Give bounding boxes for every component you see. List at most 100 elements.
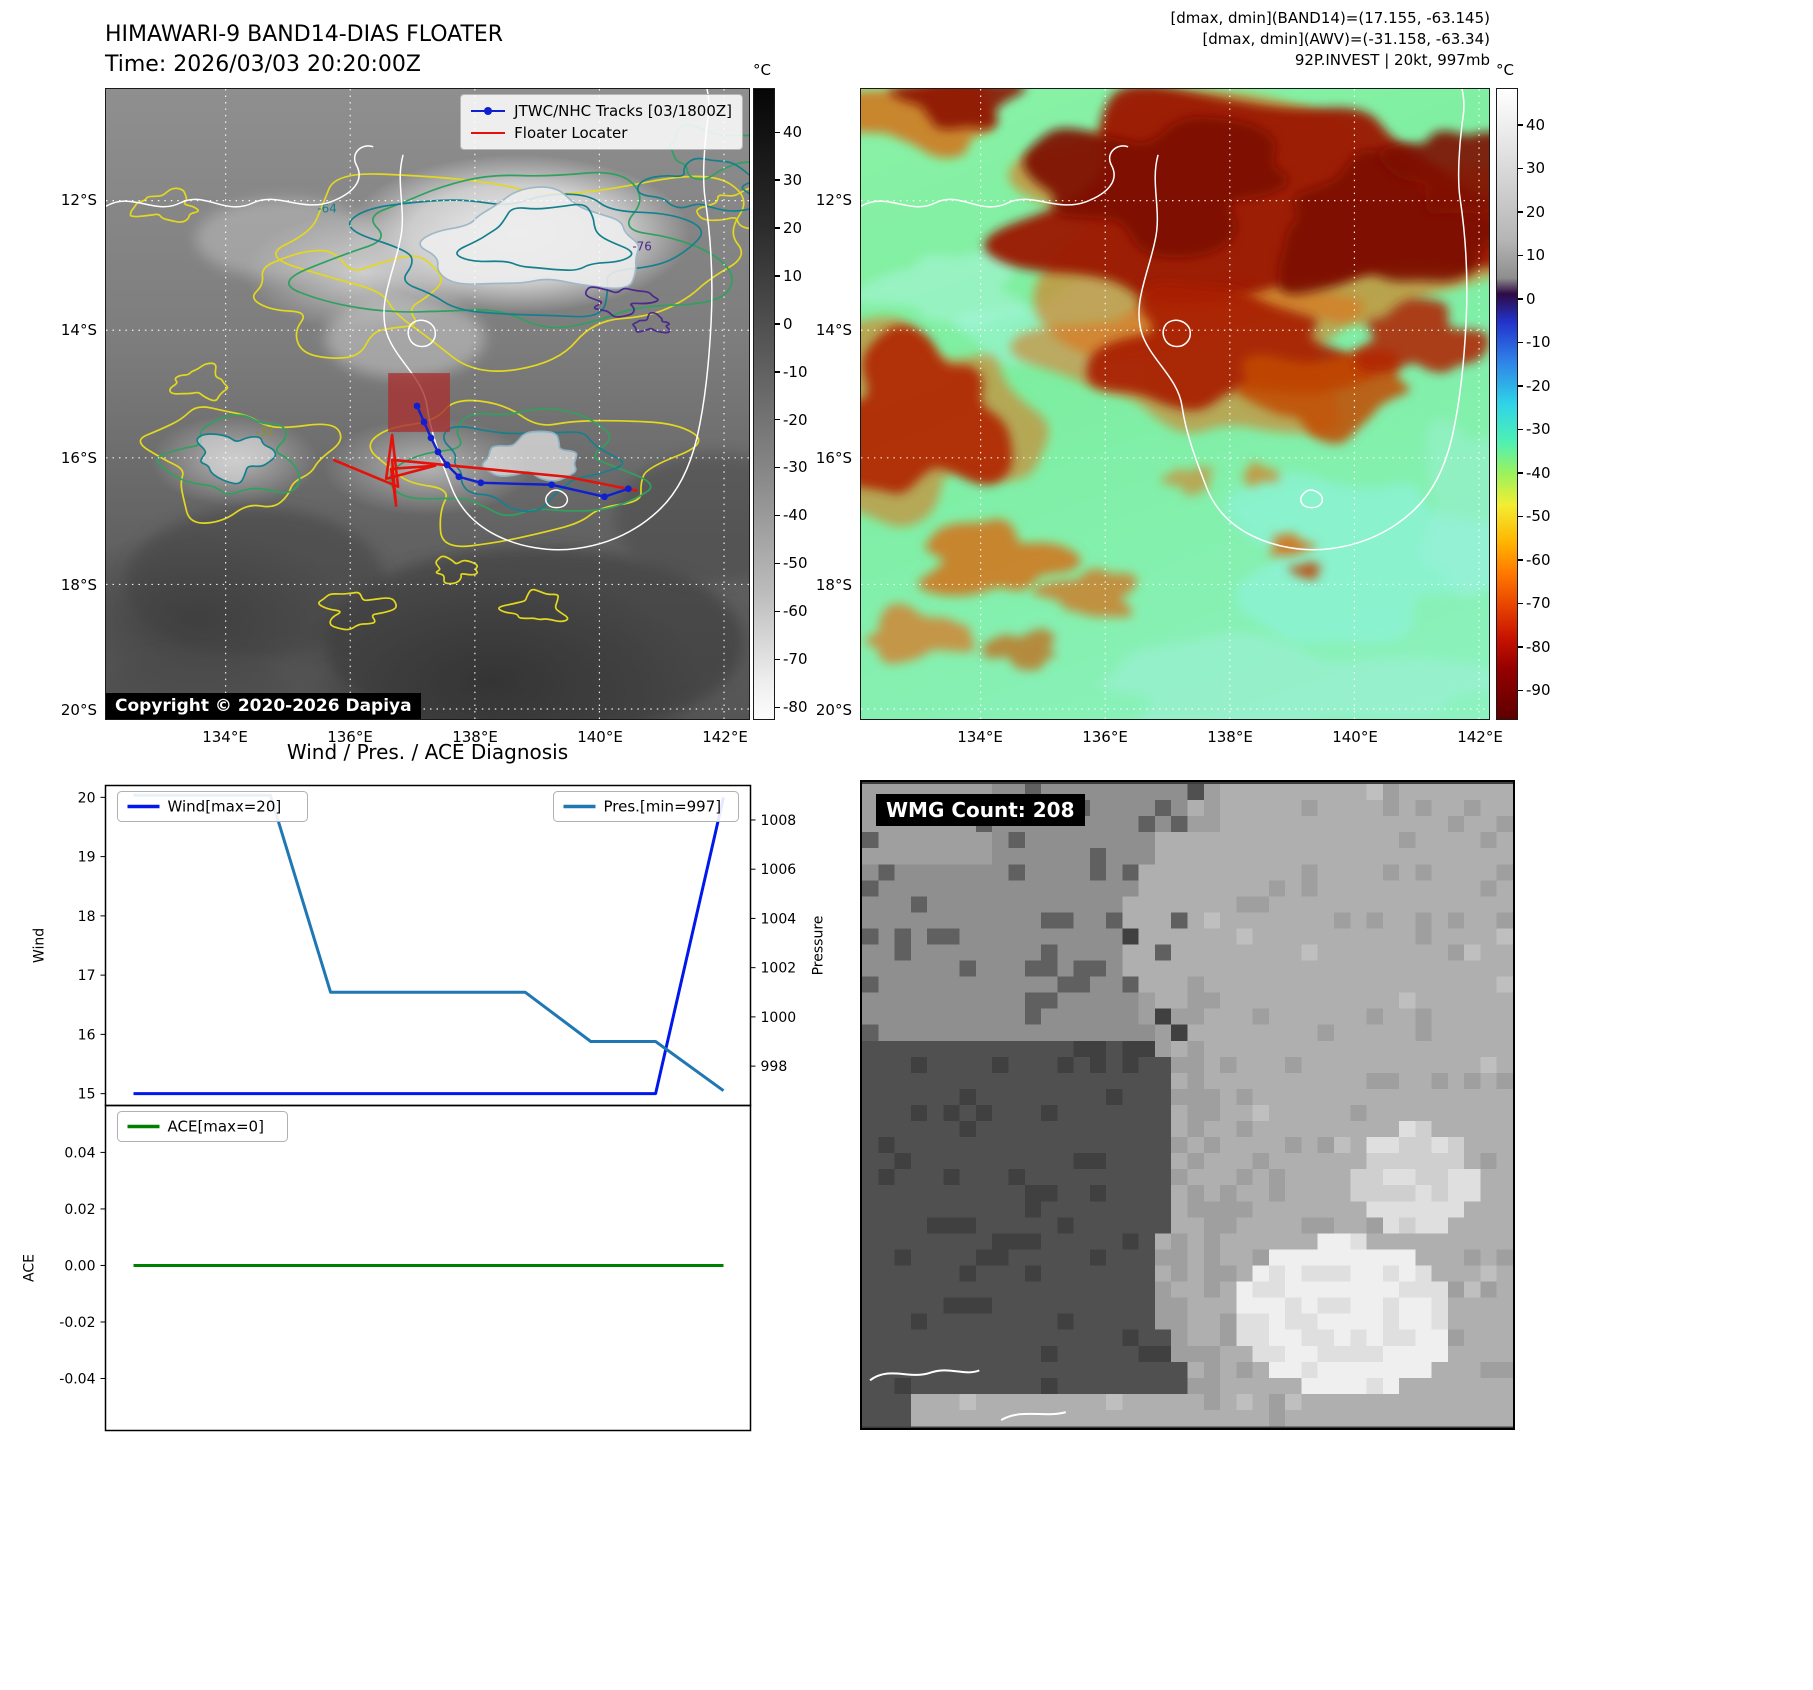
svg-text:998: 998 bbox=[761, 1059, 788, 1075]
tracks-legend-row: JTWC/NHC Tracks [03/1800Z] bbox=[471, 100, 732, 122]
tracks-legend: JTWC/NHC Tracks [03/1800Z] Floater Locat… bbox=[460, 94, 743, 150]
lon-tick-label: 136°E bbox=[1082, 728, 1128, 746]
colorbar-tick-mark bbox=[775, 179, 780, 181]
jtwc-track-point bbox=[455, 473, 463, 481]
colorbar-tick-mark bbox=[775, 658, 780, 661]
colorbar-unit-label: °C bbox=[1496, 61, 1514, 79]
colorbar-tick-label: -20 bbox=[1526, 376, 1551, 395]
colorbar-tick-label: 0 bbox=[783, 314, 793, 333]
colorbar-tick-mark bbox=[1518, 341, 1523, 344]
wmg-count-label: WMG Count: 208 bbox=[876, 794, 1085, 826]
colorbar-tick-mark bbox=[775, 706, 780, 708]
svg-text:0.00: 0.00 bbox=[64, 1258, 95, 1274]
jtwc-track-point bbox=[601, 493, 608, 501]
awv-colorbar bbox=[1496, 88, 1518, 720]
chart-legend-label: Wind[max=20] bbox=[168, 798, 282, 816]
lon-tick-label: 142°E bbox=[702, 728, 748, 746]
floater-target-box bbox=[388, 373, 450, 432]
colorbar-tick-label: -30 bbox=[783, 458, 808, 477]
colorbar-tick-label: -50 bbox=[783, 554, 808, 573]
chart-legend-label: ACE[max=0] bbox=[168, 1118, 264, 1136]
copyright-watermark: Copyright © 2020-2026 Dapiya bbox=[106, 693, 421, 719]
lat-tick-label: 18°S bbox=[815, 576, 852, 594]
colorbar-tick-label: -10 bbox=[783, 362, 808, 381]
colorbar-tick-label: -70 bbox=[783, 650, 808, 669]
colorbar-tick-mark bbox=[1518, 385, 1523, 387]
floater-track-line bbox=[332, 433, 638, 507]
latlon-grid bbox=[106, 89, 749, 719]
colorbar-tick-mark bbox=[775, 610, 780, 613]
svg-text:1004: 1004 bbox=[761, 911, 797, 927]
svg-text:16: 16 bbox=[78, 1027, 96, 1043]
lat-tick-label: 14°S bbox=[815, 321, 852, 339]
svg-text:1006: 1006 bbox=[761, 862, 797, 878]
contour-label: -76 bbox=[632, 239, 652, 253]
awv-enhanced-panel bbox=[860, 88, 1490, 720]
title-line1: HIMAWARI-9 BAND14-DIAS FLOATER bbox=[105, 22, 504, 47]
jtwc-track-point bbox=[548, 481, 555, 489]
wind-pressure-chart: 20 19 18 17 16 15 1008 1006 1004 1002 1000 998 Wind P… bbox=[32, 784, 827, 1107]
svg-text:0.04: 0.04 bbox=[64, 1145, 95, 1161]
colorbar-tick-mark bbox=[1518, 298, 1523, 300]
svg-text:1000: 1000 bbox=[761, 1010, 797, 1026]
lat-tick-label: 20°S bbox=[60, 701, 97, 719]
colorbar-tick-mark bbox=[1518, 602, 1523, 605]
svg-text:20: 20 bbox=[78, 790, 96, 806]
colorbar-tick-label: 40 bbox=[783, 123, 803, 142]
colorbar-tick-label: 0 bbox=[1526, 289, 1536, 308]
svg-text:-0.04: -0.04 bbox=[59, 1372, 95, 1388]
band14-satellite-image: -64-76-54-31 bbox=[106, 89, 749, 719]
jtwc-track-point bbox=[413, 402, 421, 410]
colorbar-tick-label: -60 bbox=[783, 602, 808, 621]
colorbar-tick-mark bbox=[775, 227, 780, 229]
svg-text:Pressure: Pressure bbox=[811, 916, 827, 976]
colorbar-tick-label: -40 bbox=[1526, 463, 1551, 482]
svg-text:Wind: Wind bbox=[32, 928, 48, 963]
figure-title: HIMAWARI-9 BAND14-DIAS FLOATER Time: 202… bbox=[105, 20, 503, 80]
jtwc-track-point bbox=[443, 461, 451, 469]
colorbar-tick-label: -50 bbox=[1526, 507, 1551, 526]
chart-series-line bbox=[133, 797, 725, 1096]
diagnosis-title: Wind / Pres. / ACE Diagnosis bbox=[286, 740, 569, 764]
lon-tick-label: 140°E bbox=[577, 728, 623, 746]
jtwc-track-point bbox=[420, 418, 428, 426]
lon-tick-label: 134°E bbox=[202, 728, 248, 746]
latlon-grid bbox=[861, 89, 1489, 719]
track-dot-icon bbox=[484, 107, 493, 115]
colorbar-tick-mark bbox=[775, 419, 780, 421]
coastline bbox=[861, 89, 1468, 551]
colorbar-unit-label: °C bbox=[753, 61, 771, 79]
lat-tick-label: 20°S bbox=[815, 701, 852, 719]
lon-tick-label: 142°E bbox=[1457, 728, 1503, 746]
floater-legend-row: Floater Locater bbox=[471, 122, 732, 144]
band14-satellite-panel: -64-76-54-31 JTWC/NHC Tracks [03/1800Z] … bbox=[105, 88, 750, 720]
svg-text:15: 15 bbox=[78, 1087, 96, 1103]
colorbar-tick-label: -10 bbox=[1526, 333, 1551, 352]
wmg-coastline bbox=[869, 1369, 1067, 1421]
invest-id: 92P.INVEST | 20kt, 997mb bbox=[1294, 51, 1490, 69]
colorbar-tick-mark bbox=[1518, 515, 1523, 518]
wmg-panel: WMG Count: 208 bbox=[860, 780, 1515, 1430]
jtwc-track-line bbox=[415, 405, 629, 498]
jtwc-track-swatch bbox=[471, 107, 506, 115]
awv-enhanced-image bbox=[861, 89, 1489, 719]
colorbar-tick-mark bbox=[775, 562, 780, 565]
lat-tick-label: 16°S bbox=[815, 449, 852, 467]
svg-text:19: 19 bbox=[78, 850, 96, 866]
lon-tick-label: 140°E bbox=[1332, 728, 1378, 746]
lon-tick-label: 136°E bbox=[327, 728, 373, 746]
lon-tick-label: 138°E bbox=[1207, 728, 1253, 746]
svg-text:-0.02: -0.02 bbox=[59, 1315, 95, 1331]
colorbar-tick-label: 30 bbox=[1526, 159, 1546, 178]
dmax-dmin-awv: [dmax, dmin](AWV)=(-31.158, -63.34) bbox=[1202, 30, 1490, 48]
colorbar-tick-label: -40 bbox=[783, 506, 808, 525]
chart-series-line bbox=[133, 793, 725, 1092]
colorbar-tick-mark bbox=[775, 275, 780, 277]
svg-text:1008: 1008 bbox=[761, 813, 797, 829]
dmax-dmin-band14: [dmax, dmin](BAND14)=(17.155, -63.145) bbox=[1170, 9, 1490, 27]
colorbar-tick-mark bbox=[1518, 254, 1523, 257]
lat-tick-label: 12°S bbox=[60, 191, 97, 209]
colorbar-tick-mark bbox=[1518, 167, 1523, 170]
svg-text:18: 18 bbox=[78, 909, 96, 925]
colorbar-tick-label: -80 bbox=[783, 698, 808, 717]
